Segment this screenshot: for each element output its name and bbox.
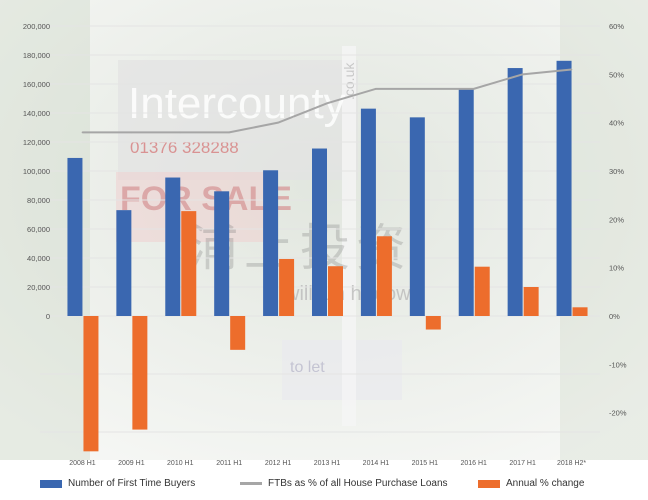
bar-ftb [67,157,83,316]
bars-ftb [67,60,572,317]
series-line-ftb-share [82,68,572,134]
bar-annual-change [230,316,246,350]
category-label: 2014 H1 [363,460,390,467]
bar-annual-change [572,307,588,316]
sign-let-text: to let [290,359,325,376]
legend-swatch-change [478,479,500,488]
category-label: 2011 H1 [216,460,242,467]
bar-annual-change [328,266,343,316]
x-axis: 2008 H1 2009 H1 2010 H1 2011 H1 2012 H1 2013 … [69,460,586,467]
bar-annual-change [132,316,148,430]
legend-swatch-share [240,482,262,485]
legend-swatch-ftb [40,479,62,488]
legend: Number of First Time Buyers FTBs as % of… [0,476,648,496]
line-point [228,131,230,134]
category-label: 2015 H1 [412,460,439,467]
left-tick-label: 200,000 [23,22,50,31]
legend-label-change: Annual % change [506,478,585,489]
category-label: 2016 H1 [460,460,487,467]
line-point [277,121,279,124]
bar-annual-change [425,316,441,330]
left-tick-label: 60,000 [27,225,50,234]
right-tick-label: -10% [609,360,627,369]
bar-annual-change [279,258,295,316]
line-point [472,88,475,90]
bar-annual-change [474,266,490,316]
bar-ftb [263,170,279,316]
sign-company: Intercounty [128,79,346,128]
bar-ftb [409,117,425,316]
sign-domain: .co.uk [341,62,357,100]
bar-ftb [214,191,230,316]
bar-ftb [556,60,572,316]
left-tick-label: 0 [46,312,50,321]
category-label: 2009 H1 [118,460,145,467]
left-axis: 0 20,000 40,000 60,000 80,000 100,000 120,000 1… [23,22,50,321]
line-point [375,88,377,90]
category-label: 2017 H1 [509,460,536,467]
bar-ftb [116,210,132,316]
legend-item-ftb: Number of First Time Buyers [40,478,195,489]
line-ftb-share [81,68,573,134]
left-tick-label: 20,000 [27,283,50,292]
left-tick-label: 120,000 [23,138,50,147]
bar-ftb [458,88,474,316]
sign-phone: 01376 328288 [130,138,239,157]
right-tick-label: -20% [609,409,627,418]
category-label: 2012 H1 [265,460,292,467]
right-tick-label: 60% [609,22,624,31]
right-tick-label: 10% [609,264,624,273]
left-tick-label: 40,000 [27,254,50,263]
line-point [326,102,328,105]
line-point [179,131,182,134]
bar-ftb [360,108,376,317]
line-point [130,131,133,134]
chart-plot-area: 0 20,000 40,000 60,000 80,000 100,000 120,000 1… [23,22,627,467]
category-label: 2013 H1 [314,460,341,467]
bar-annual-change [181,211,197,316]
right-tick-label: 30% [609,167,624,176]
right-tick-label: 20% [609,215,624,224]
bars-annual-change [83,211,588,452]
legend-item-change: Annual % change [478,478,584,489]
category-label: 2008 H1 [69,460,96,467]
bar-annual-change [83,316,99,452]
bar-annual-change [376,236,392,316]
left-tick-label: 160,000 [23,80,50,89]
category-label: 2018 H2* [557,460,586,467]
right-axis: -20% -10% 0% 10% 20% 30% 40% 50% 60% [609,22,627,418]
left-tick-label: 140,000 [23,109,50,118]
line-point [570,68,573,71]
right-tick-label: 0% [609,312,620,321]
legend-item-share: FTBs as % of all House Purchase Loans [240,478,448,489]
bar-ftb [312,148,327,316]
line-point [521,73,524,76]
legend-label-share: FTBs as % of all House Purchase Loans [268,478,448,489]
category-label: 2010 H1 [167,460,194,467]
line-point [424,88,426,90]
right-tick-label: 50% [609,70,624,79]
legend-label-ftb: Number of First Time Buyers [68,478,196,489]
bar-ftb [507,68,523,316]
line-point [81,131,84,134]
right-tick-label: 40% [609,119,624,128]
left-tick-label: 100,000 [23,167,50,176]
left-tick-label: 80,000 [27,196,50,205]
bar-annual-change [523,287,539,316]
left-tick-label: 180,000 [23,51,50,60]
bar-ftb [165,177,181,316]
